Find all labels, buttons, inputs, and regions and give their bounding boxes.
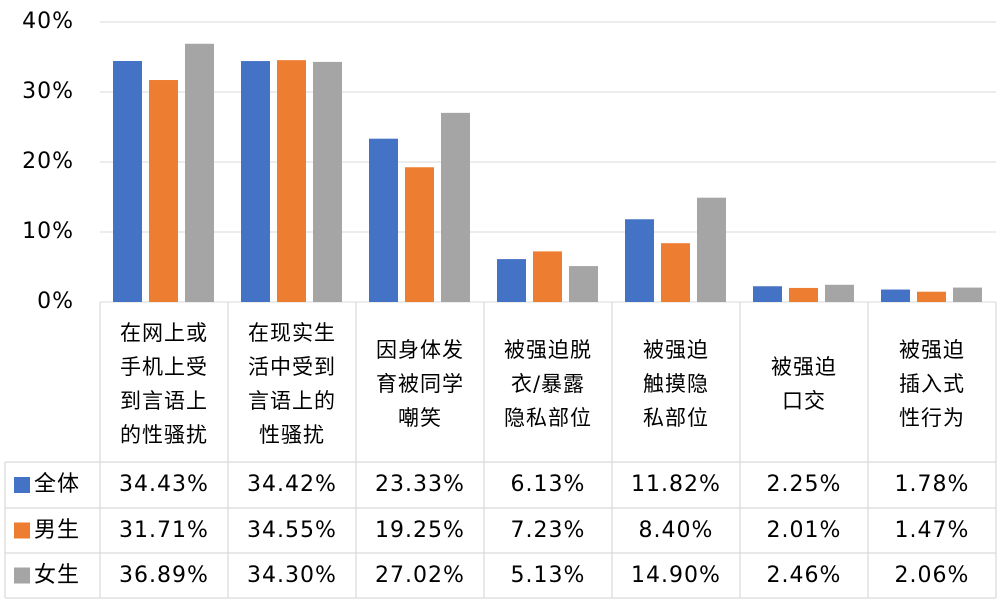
legend-swatch [14,567,30,584]
value-label: 11.82% [631,472,721,497]
value-label: 14.90% [631,562,721,588]
value-label: 19.25% [375,517,465,543]
value-label: 27.02% [375,562,465,588]
value-label: 34.55% [247,517,337,543]
category-label: 在网上或 手机上受 到言语上 的性骚扰 [120,321,208,447]
value-label: 31.71% [119,517,209,543]
y-tick-label: 10% [22,219,74,244]
bar [697,197,726,302]
y-tick-label: 0% [37,289,74,314]
bar [569,266,598,302]
legend-swatch [14,522,30,539]
value-label: 2.25% [766,472,842,497]
y-tick-label: 30% [22,79,74,104]
value-label: 34.43% [119,472,209,497]
bar [917,291,946,302]
value-label: 34.30% [247,562,337,588]
value-label: 2.06% [894,562,970,588]
bar [113,60,142,302]
value-label: 2.01% [766,517,842,543]
bar [533,251,562,302]
category-label: 因身体发 育被同学 嘲笑 [376,338,464,430]
category-label: 被强迫脱 衣/暴露 隐私部位 [504,338,592,430]
category-label: 在现实生 活中受到 言语上的 性骚扰 [248,321,336,447]
value-label: 7.23% [510,517,586,543]
value-label: 2.46% [766,562,842,588]
value-label: 1.47% [894,517,970,543]
value-label: 8.40% [638,517,714,543]
bar [825,284,854,302]
legend-label: 全体 [34,472,81,497]
bar [881,289,910,302]
y-tick-label: 40% [22,9,74,34]
bar [789,287,818,302]
y-tick-label: 20% [22,149,74,174]
bar [185,43,214,303]
bar [497,259,526,302]
bar [753,286,782,302]
category-label: 被强迫 口交 [771,355,837,413]
bar [661,243,690,302]
category-label: 被强迫 插入式 性行为 [899,338,965,430]
value-label: 36.89% [119,562,209,588]
bar [441,112,470,302]
bar [277,60,306,303]
bar [313,61,342,303]
legend-label: 女生 [34,562,81,588]
category-label: 被强迫 触摸隐 私部位 [643,338,709,430]
legend-swatch [14,477,30,493]
bar [953,287,982,302]
value-label: 5.13% [510,562,586,588]
bar [405,167,434,302]
value-label: 6.13% [510,472,586,497]
bar [149,80,178,302]
value-label: 23.33% [375,472,465,497]
value-label: 34.42% [247,472,337,497]
bar [241,61,270,303]
value-label: 1.78% [894,472,970,497]
bar [369,138,398,302]
legend-label: 男生 [34,517,81,543]
bar [625,219,654,302]
